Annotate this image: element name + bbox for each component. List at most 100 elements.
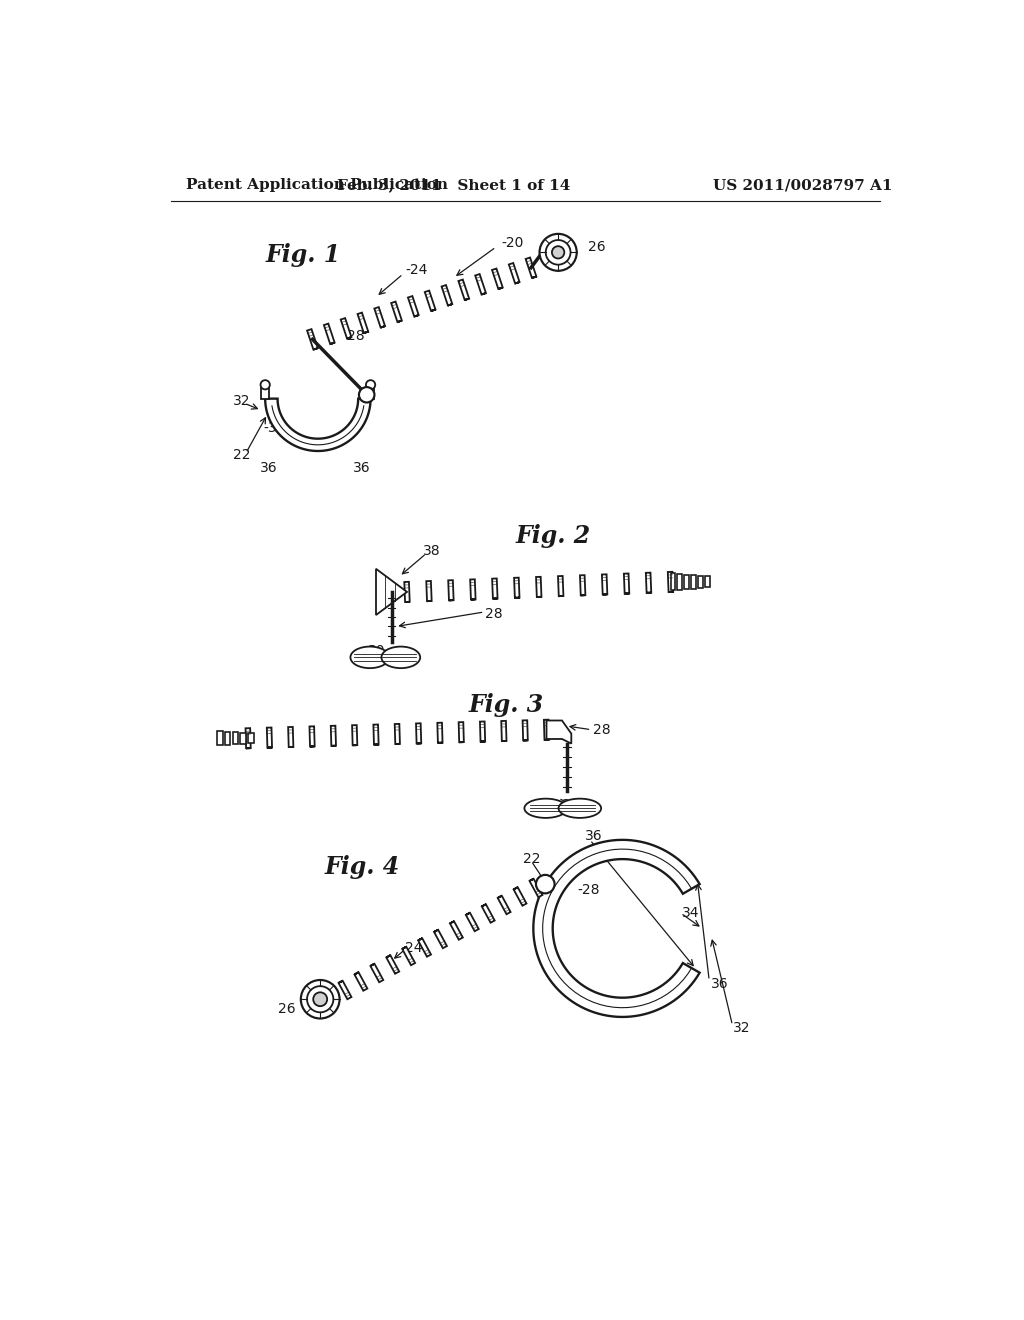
Polygon shape <box>324 323 335 345</box>
Text: Fig. 4: Fig. 4 <box>324 855 399 879</box>
Circle shape <box>313 993 328 1006</box>
Polygon shape <box>339 981 351 999</box>
Circle shape <box>540 234 577 271</box>
Polygon shape <box>261 388 269 399</box>
Polygon shape <box>691 576 696 589</box>
Polygon shape <box>376 569 407 615</box>
Text: Fig. 2: Fig. 2 <box>515 524 591 548</box>
Polygon shape <box>536 577 542 597</box>
Text: 26: 26 <box>278 1002 295 1016</box>
Text: -28: -28 <box>578 883 600 896</box>
Text: -34: -34 <box>263 421 286 434</box>
Text: 26: 26 <box>588 240 605 253</box>
Polygon shape <box>498 896 511 915</box>
Polygon shape <box>331 726 336 746</box>
Polygon shape <box>354 973 368 991</box>
Polygon shape <box>352 725 357 746</box>
Polygon shape <box>402 946 415 965</box>
Polygon shape <box>386 956 399 974</box>
Polygon shape <box>375 308 385 327</box>
Polygon shape <box>684 574 689 589</box>
Circle shape <box>546 240 570 264</box>
Text: Feb. 3, 2011   Sheet 1 of 14: Feb. 3, 2011 Sheet 1 of 14 <box>337 178 570 193</box>
Text: 28: 28 <box>484 607 502 622</box>
Polygon shape <box>434 929 446 948</box>
Text: Patent Application Publication: Patent Application Publication <box>186 178 449 193</box>
Polygon shape <box>509 263 519 284</box>
Text: -24: -24 <box>406 263 428 277</box>
Circle shape <box>307 986 334 1012</box>
Text: 30: 30 <box>369 644 386 659</box>
Polygon shape <box>481 904 495 923</box>
Polygon shape <box>217 731 222 744</box>
Polygon shape <box>470 579 475 599</box>
Polygon shape <box>357 313 369 333</box>
Circle shape <box>366 380 375 389</box>
Polygon shape <box>246 729 251 748</box>
Text: 38: 38 <box>423 544 440 558</box>
Text: US 2011/0028797 A1: US 2011/0028797 A1 <box>713 178 893 193</box>
Polygon shape <box>441 285 453 305</box>
Polygon shape <box>425 290 435 312</box>
Polygon shape <box>309 726 314 747</box>
Polygon shape <box>426 581 432 601</box>
Text: -20: -20 <box>502 236 524 249</box>
Polygon shape <box>514 887 526 906</box>
Polygon shape <box>698 576 703 589</box>
Polygon shape <box>391 301 401 322</box>
Circle shape <box>552 246 564 259</box>
Polygon shape <box>514 578 519 598</box>
Polygon shape <box>437 722 442 743</box>
Polygon shape <box>475 275 486 294</box>
Polygon shape <box>232 733 238 744</box>
Polygon shape <box>267 727 272 747</box>
Text: 30: 30 <box>562 799 580 812</box>
Polygon shape <box>371 964 383 982</box>
Text: 28: 28 <box>346 329 365 342</box>
Polygon shape <box>416 723 421 743</box>
Polygon shape <box>459 280 469 300</box>
Text: 32: 32 <box>232 393 250 408</box>
Polygon shape <box>558 576 563 597</box>
Polygon shape <box>646 573 651 593</box>
Polygon shape <box>602 574 607 594</box>
Polygon shape <box>706 577 710 587</box>
Ellipse shape <box>381 647 420 668</box>
Text: 36: 36 <box>586 829 603 843</box>
Polygon shape <box>580 576 586 595</box>
Polygon shape <box>480 722 485 742</box>
Polygon shape <box>248 733 254 743</box>
Polygon shape <box>241 733 246 743</box>
Polygon shape <box>404 582 410 602</box>
Polygon shape <box>341 318 351 338</box>
Polygon shape <box>418 939 431 957</box>
Text: 22: 22 <box>232 447 250 462</box>
Ellipse shape <box>558 799 601 818</box>
Polygon shape <box>265 399 371 451</box>
Polygon shape <box>459 722 464 742</box>
Polygon shape <box>367 388 375 399</box>
Text: 28: 28 <box>593 723 610 737</box>
Polygon shape <box>449 581 454 601</box>
Polygon shape <box>668 572 673 591</box>
Text: 34: 34 <box>682 906 699 920</box>
Polygon shape <box>408 296 419 317</box>
Polygon shape <box>624 573 630 594</box>
Circle shape <box>536 875 555 894</box>
Polygon shape <box>492 268 503 289</box>
Polygon shape <box>493 578 498 599</box>
Text: 36: 36 <box>711 977 728 991</box>
Polygon shape <box>307 329 317 350</box>
Text: 32: 32 <box>732 1022 750 1035</box>
Polygon shape <box>522 721 527 741</box>
Text: Fig. 3: Fig. 3 <box>469 693 544 717</box>
Text: 36: 36 <box>260 461 278 475</box>
Text: 24: 24 <box>406 941 423 954</box>
Polygon shape <box>502 721 507 741</box>
Text: 36: 36 <box>352 461 371 475</box>
Circle shape <box>260 380 270 389</box>
Text: 22: 22 <box>523 853 541 866</box>
Polygon shape <box>394 723 400 744</box>
Polygon shape <box>671 573 675 590</box>
Polygon shape <box>525 257 537 279</box>
